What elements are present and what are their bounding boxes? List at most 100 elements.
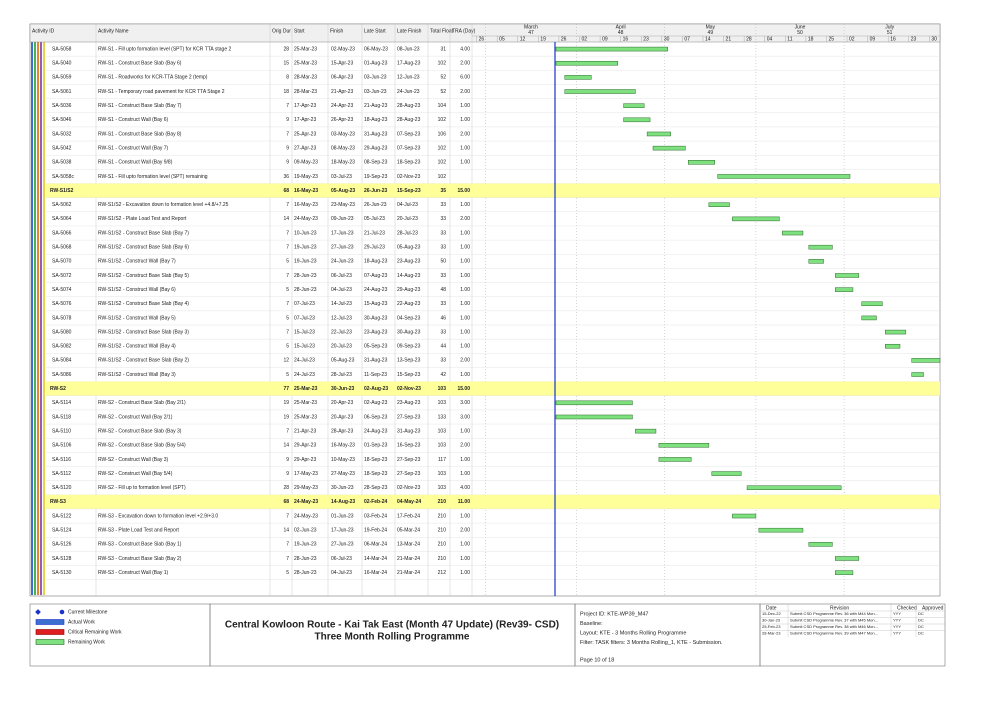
cell: 28 bbox=[283, 485, 289, 491]
activity-id: SA-5058 bbox=[52, 46, 72, 52]
cell: 102 bbox=[438, 61, 447, 67]
cell: 1.00 bbox=[460, 202, 470, 208]
task-bar bbox=[732, 216, 780, 222]
cell: 20-Apr-23 bbox=[331, 400, 353, 406]
cell: 28-Aug-23 bbox=[397, 103, 421, 109]
cell: 02-Jun-23 bbox=[294, 528, 317, 534]
task-bar bbox=[708, 202, 730, 207]
cell: 29-Apr-23 bbox=[294, 443, 316, 449]
cell: 1.00 bbox=[460, 245, 470, 251]
activity-id: SA-5082 bbox=[52, 344, 72, 350]
cell: 04-Sep-23 bbox=[397, 315, 421, 321]
cell: 9 bbox=[286, 457, 289, 463]
cell: 06-Mar-24 bbox=[364, 542, 387, 548]
cell: 19 bbox=[283, 400, 289, 406]
cell: 16-Mar-24 bbox=[364, 570, 387, 576]
task-bar bbox=[808, 244, 833, 250]
cell: 18-Sep-23 bbox=[364, 471, 388, 477]
activity-id: SA-5110 bbox=[52, 428, 71, 434]
cell: 07-Aug-23 bbox=[364, 273, 388, 279]
activity-id: SA-5042 bbox=[52, 145, 72, 151]
cell: 8 bbox=[286, 75, 289, 81]
activity-name: RW-S1/S2 - Construct Wall (Bay 7) bbox=[98, 259, 176, 265]
cell: 26-Apr-23 bbox=[331, 117, 353, 123]
cell: 10-May-23 bbox=[331, 457, 355, 463]
cell: 14-Aug-23 bbox=[397, 273, 421, 279]
task-bar bbox=[564, 75, 592, 80]
activity-name: RW-S1 - Construct Wall (Bay 7) bbox=[98, 145, 169, 151]
task-bar bbox=[732, 513, 757, 519]
month-name: July bbox=[885, 24, 894, 30]
cell: 25-Mar-23 bbox=[294, 414, 317, 420]
revision-cell: YYY bbox=[893, 611, 901, 616]
cell: 01-Jun-23 bbox=[331, 513, 354, 519]
cell: 19-Jun-23 bbox=[294, 245, 317, 251]
cell: 01-Aug-23 bbox=[364, 61, 388, 67]
cell: 28 bbox=[283, 46, 289, 52]
legend-label: Critical Remaining Work bbox=[68, 629, 122, 635]
activity-name: RW-S1/S2 - Construct Base Slab (Bay 7) bbox=[98, 230, 189, 236]
activity-id: SA-5038 bbox=[52, 160, 72, 166]
cell: 1.00 bbox=[460, 471, 470, 477]
cell: 31-Aug-23 bbox=[364, 358, 388, 364]
legend-swatch bbox=[35, 629, 65, 635]
group-row bbox=[46, 183, 940, 198]
cell: 12 bbox=[283, 358, 289, 364]
legend-swatch bbox=[35, 639, 65, 645]
cell: 25-Apr-23 bbox=[294, 131, 316, 137]
cell: 18-Aug-23 bbox=[364, 259, 388, 265]
activity-id: SA-5114 bbox=[52, 400, 71, 406]
activity-id: SA-5080 bbox=[52, 329, 72, 335]
revision-cell: Submit CSD Programme Rev. 39 with M47 Mo… bbox=[790, 631, 878, 636]
activity-id: SA-5046 bbox=[52, 117, 72, 123]
cell: 05-Mar-24 bbox=[397, 528, 420, 534]
task-bar bbox=[782, 230, 804, 236]
cell: 09-May-23 bbox=[294, 160, 318, 166]
week-label: 09 bbox=[602, 36, 608, 42]
task-bar bbox=[623, 117, 651, 123]
cell: 29-Jul-23 bbox=[364, 245, 385, 251]
activity-id: SA-5122 bbox=[52, 513, 72, 519]
task-bar bbox=[555, 414, 633, 420]
cell: 33 bbox=[440, 273, 446, 279]
cell: 33 bbox=[440, 216, 446, 222]
project-info: Baseline: bbox=[580, 621, 603, 627]
cell: 23-Aug-23 bbox=[364, 329, 388, 335]
week-label: 02 bbox=[582, 36, 588, 42]
activity-name: RW-S1 - Roadworks for KCR-TTA Stage 2 (t… bbox=[98, 75, 208, 81]
cell: 15-Jul-23 bbox=[294, 344, 315, 350]
cell: 24-Apr-23 bbox=[331, 103, 353, 109]
task-bar bbox=[808, 542, 833, 547]
activity-name: RW-S2 - Fill up to formation level (SPT) bbox=[98, 485, 186, 491]
column-header: Activity ID bbox=[32, 28, 55, 34]
cell: 18-Sep-23 bbox=[364, 457, 388, 463]
cell: 14 bbox=[283, 443, 289, 449]
cell: 7 bbox=[286, 428, 289, 434]
cell: 13-Mar-24 bbox=[397, 542, 420, 548]
activity-name: RW-S1/S2 - Construct Wall (Bay 6) bbox=[98, 287, 176, 293]
cell: 12-Jul-23 bbox=[331, 315, 352, 321]
cell: 68 bbox=[283, 499, 289, 505]
cell: 48 bbox=[440, 287, 446, 293]
activity-name: RW-S1 - Temporary road pavement for KCR … bbox=[98, 89, 225, 95]
cell: 7 bbox=[286, 230, 289, 236]
cell: 19-Jun-23 bbox=[294, 542, 317, 548]
cell: 28-Jul-23 bbox=[331, 372, 352, 378]
cell: 2.00 bbox=[460, 61, 470, 67]
project-info: Filter: TASK filters: 3 Months Rolling_1… bbox=[580, 640, 723, 646]
activity-id: SA-5118 bbox=[52, 414, 71, 420]
cell: 08-Sep-23 bbox=[364, 160, 388, 166]
activity-name: RW-S3 - Construct Wall (Bay 1) bbox=[98, 570, 169, 576]
task-bar bbox=[911, 372, 924, 377]
revision-cell: Submit CSD Programme Rev. 37 with M45 Mo… bbox=[790, 618, 878, 623]
cell: 2.00 bbox=[460, 89, 470, 95]
cell: 03-May-23 bbox=[331, 131, 355, 137]
cell: 106 bbox=[438, 131, 447, 137]
cell: 29-May-23 bbox=[294, 485, 318, 491]
cell: 7 bbox=[286, 329, 289, 335]
cell: 20-Jul-23 bbox=[397, 216, 418, 222]
cell: 24-May-23 bbox=[294, 513, 318, 519]
cell: 42 bbox=[440, 372, 446, 378]
column-header: Start bbox=[294, 28, 305, 34]
revision-cell: 25-Feb-23 bbox=[762, 624, 781, 629]
